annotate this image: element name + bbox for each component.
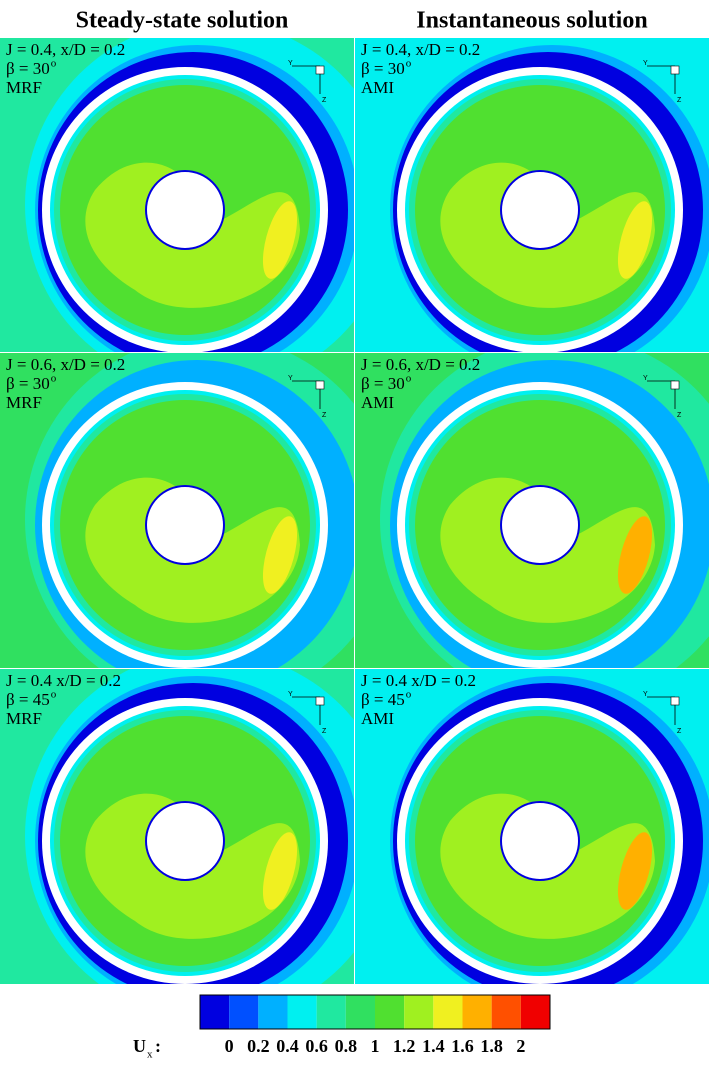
triad-label: Z [322,728,327,735]
contour-panel: Y Z J = 0.4, x/D = 0.2β = 30 o MRF [0,38,354,352]
triad-label: Z [677,728,682,735]
contour-panel: Y Z J = 0.4, x/D = 0.2β = 30 o AMI [355,38,709,352]
colorbar-tick: 1.4 [422,1036,445,1056]
contour-panel: Y Z J = 0.4 x/D = 0.2β = 45 o MRF [0,669,354,984]
triad-label: Y [643,375,648,382]
case-label: J = 0.6, x/D = 0.2 [6,355,125,374]
triad-box [315,696,325,706]
colorbar-tick: 0.2 [247,1036,270,1056]
colorbar-cell [287,995,317,1029]
beta-degree: o [406,58,412,70]
colorbar-tick: 0 [225,1036,234,1056]
hub [147,487,223,563]
peak-region [617,516,653,594]
hub [502,172,578,248]
contour-panel: Y Z J = 0.6, x/D = 0.2β = 30 o MRF [0,353,354,668]
colorbar-cell [316,995,346,1029]
colorbar-tick: 1.2 [393,1036,416,1056]
contour-panel: Y Z J = 0.6, x/D = 0.2β = 30 o AMI [355,353,709,668]
colorbar-cell [375,995,405,1029]
case-label: J = 0.4, x/D = 0.2 [6,40,125,59]
colorbar-cell [520,995,550,1029]
triad-label: Z [677,97,682,104]
method-label: AMI [361,709,394,728]
colorbar-cell [433,995,463,1029]
column-header: Instantaneous solution [416,8,647,34]
beta-label: β = 30 [361,59,405,78]
beta-label: β = 45 [6,690,50,709]
colorbar-frame [199,994,551,1030]
contour-panel: Y Z J = 0.4 x/D = 0.2β = 45 o AMI [355,669,709,984]
peak-region [262,201,298,279]
colorbar-cell [462,995,492,1029]
case-label: J = 0.4, x/D = 0.2 [361,40,480,59]
triad-box [670,65,680,75]
column-header: Steady-state solution [76,8,289,34]
beta-label: β = 30 [6,374,50,393]
peak-region [262,516,298,594]
panel-content [355,669,709,984]
colorbar-cell [491,995,521,1029]
beta-label: β = 45 [361,690,405,709]
beta-degree: o [51,689,57,701]
colorbar-tick: 0.8 [335,1036,358,1056]
triad-label: Y [643,60,648,67]
method-label: AMI [361,393,394,412]
colorbar-cell [258,995,288,1029]
beta-label: β = 30 [361,374,405,393]
panel-content [355,353,709,668]
case-label: J = 0.4 x/D = 0.2 [361,671,476,690]
beta-degree: o [406,373,412,385]
panel-content [0,353,354,668]
method-label: MRF [6,393,42,412]
colorbar-cell [404,995,434,1029]
peak-region [262,832,298,910]
triad-label: Y [288,691,293,698]
colorbar-tick: 2 [516,1036,525,1056]
colorbar-cell [229,995,259,1029]
hub [502,803,578,879]
colorbar-cell [200,995,230,1029]
colorbar-tick: 1 [371,1036,380,1056]
colorbar-tick: 1.6 [451,1036,474,1056]
colorbar-cell [345,995,375,1029]
hub [502,487,578,563]
triad-box [670,380,680,390]
triad-label: Z [322,97,327,104]
triad-label: Z [677,412,682,419]
colorbar-label: U [133,1036,146,1056]
triad-label: Y [643,691,648,698]
case-label: J = 0.4 x/D = 0.2 [6,671,121,690]
triad-box [315,380,325,390]
colorbar-tick: 1.8 [480,1036,503,1056]
hub [147,172,223,248]
triad-box [670,696,680,706]
beta-label: β = 30 [6,59,50,78]
triad-label: Z [322,412,327,419]
colorbar-label-sub: x [147,1049,153,1061]
method-label: MRF [6,709,42,728]
colorbar-label-suffix: : [155,1036,161,1056]
method-label: AMI [361,78,394,97]
beta-degree: o [51,58,57,70]
method-label: MRF [6,78,42,97]
triad-label: Y [288,375,293,382]
beta-degree: o [406,689,412,701]
triad-box [315,65,325,75]
triad-label: Y [288,60,293,67]
colorbar-tick: 0.6 [305,1036,328,1056]
case-label: J = 0.6, x/D = 0.2 [361,355,480,374]
hub [147,803,223,879]
panel-content [355,38,709,352]
colorbar-tick: 0.4 [276,1036,299,1056]
beta-degree: o [51,373,57,385]
peak-region [617,832,653,910]
panel-content [0,38,354,352]
peak-region [617,201,653,279]
panel-content [0,669,354,984]
